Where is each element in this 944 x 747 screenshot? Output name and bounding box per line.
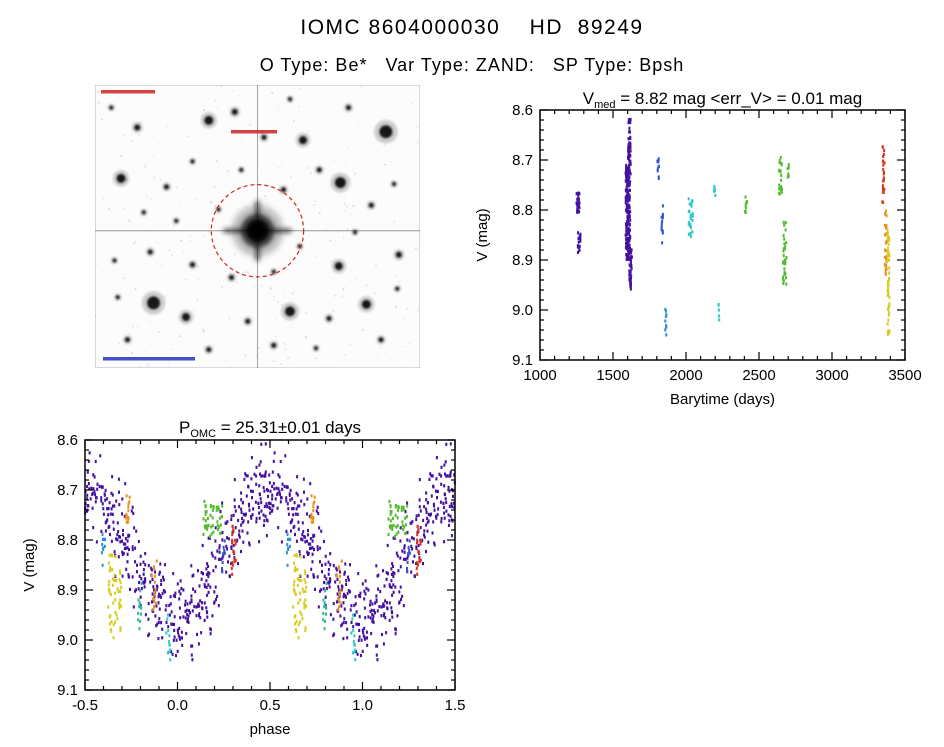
star-field bbox=[107, 95, 405, 355]
finder-field-red-label bbox=[231, 130, 277, 134]
y-tick-label: 9.0 bbox=[512, 302, 533, 319]
chart-title: POMC = 25.31±0.01 days bbox=[179, 418, 361, 440]
x-tick-label: 2500 bbox=[742, 367, 775, 384]
y-tick-label: 9.0 bbox=[57, 632, 78, 649]
chart-title: Vmed = 8.82 mag <err_V> = 0.01 mag bbox=[583, 89, 862, 111]
scatter-points bbox=[575, 117, 891, 337]
x-tick-label: 0.5 bbox=[260, 697, 281, 714]
y-tick-label: 8.8 bbox=[57, 532, 78, 549]
y-axis-label: V (mag) bbox=[474, 208, 491, 261]
x-tick-label: 1000 bbox=[523, 367, 556, 384]
scatter-points bbox=[84, 442, 456, 662]
lightcurve-chart: 1000 1500 2000 2500 3000 3500 8.6 8.7 8.8 8.9 9.0 9… bbox=[474, 89, 922, 408]
x-axis-label: Barytime (days) bbox=[670, 391, 775, 408]
phase-folded-chart: -0.5 0.0 0.5 1.0 1.5 8.6 8.7 8.8 8.9 9.0 9.1 phase V… bbox=[21, 418, 466, 738]
x-tick-label: 0.0 bbox=[167, 697, 188, 714]
y-tick-label: 9.1 bbox=[57, 682, 78, 699]
axis-ticks bbox=[539, 109, 906, 361]
x-tick-label: 1.5 bbox=[445, 697, 466, 714]
y-axis-label: V (mag) bbox=[21, 538, 38, 591]
x-tick-label: 1.0 bbox=[352, 697, 373, 714]
x-tick-label: 1500 bbox=[596, 367, 629, 384]
finder-chart-image bbox=[95, 85, 420, 368]
x-tick-label: -0.5 bbox=[72, 697, 98, 714]
finder-topleft-red-label bbox=[101, 90, 155, 94]
x-tick-label: 2000 bbox=[669, 367, 702, 384]
finder-bottom-blue-label bbox=[103, 357, 195, 361]
x-axis-label: phase bbox=[250, 721, 291, 738]
x-tick-label: 3000 bbox=[815, 367, 848, 384]
y-tick-label: 8.7 bbox=[57, 482, 78, 499]
y-tick-label: 8.8 bbox=[512, 202, 533, 219]
x-tick-label: 3500 bbox=[888, 367, 921, 384]
axis-ticks bbox=[84, 439, 456, 691]
y-tick-label: 8.6 bbox=[57, 432, 78, 449]
y-tick-label: 8.6 bbox=[512, 102, 533, 119]
target-circle bbox=[210, 183, 305, 278]
page-title: IOMC 8604000030 HD 89249 bbox=[300, 16, 644, 39]
y-tick-label: 8.7 bbox=[512, 152, 533, 169]
target-star bbox=[223, 200, 292, 261]
y-tick-label: 9.1 bbox=[512, 352, 533, 369]
y-tick-label: 8.9 bbox=[57, 582, 78, 599]
plot-frame bbox=[539, 109, 906, 361]
y-tick-label: 8.9 bbox=[512, 252, 533, 269]
page-subtitle: O Type: Be* Var Type: ZAND: SP Type: Bps… bbox=[259, 55, 685, 75]
